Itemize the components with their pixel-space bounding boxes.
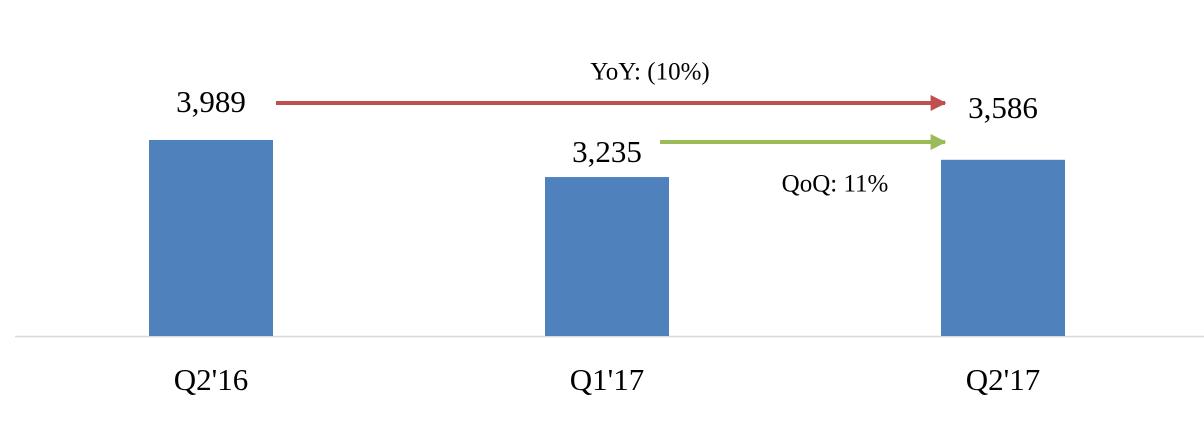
x-tick-label: Q1'17 xyxy=(570,362,644,397)
x-tick-label: Q2'16 xyxy=(174,362,248,397)
x-tick-label: Q2'17 xyxy=(966,362,1040,397)
qoq-label: QoQ: 11% xyxy=(782,171,889,198)
bar xyxy=(545,177,669,336)
value-label: 3,235 xyxy=(572,134,642,169)
value-label: 3,586 xyxy=(968,90,1038,125)
bar xyxy=(149,140,273,336)
yoy-label: YoY: (10%) xyxy=(590,59,709,86)
bar xyxy=(941,159,1065,336)
value-label: 3,989 xyxy=(176,84,246,119)
